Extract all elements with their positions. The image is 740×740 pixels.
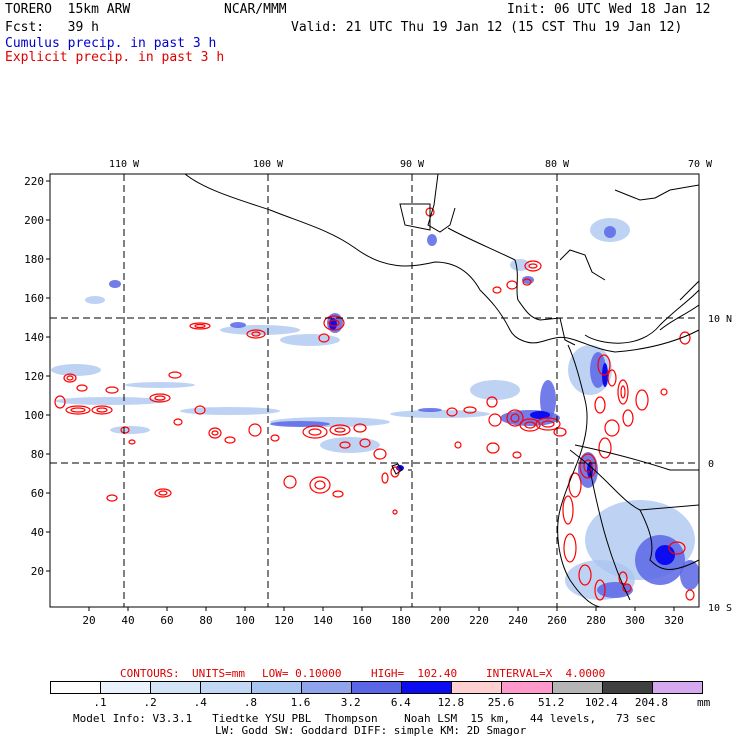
x-tick-label: 60	[160, 614, 173, 627]
colorbar-label: .1	[93, 696, 107, 709]
lon-label-80w: 80 W	[545, 159, 570, 170]
colorbar-label: 204.8	[634, 696, 668, 709]
y-tick-label: 120	[24, 370, 44, 383]
colorbar-swatch	[300, 681, 352, 694]
lon-label-70w: 70 W	[688, 159, 713, 170]
lat-label-0: 0	[708, 459, 714, 470]
y-tick-label: 220	[24, 175, 44, 188]
contour-label: CONTOURS:	[120, 667, 180, 680]
map-frame	[49, 173, 700, 608]
y-tick-label: 160	[24, 292, 44, 305]
contour-interval: INTERVAL=X 4.0000	[486, 667, 606, 680]
valid-time: Valid: 21 UTC Thu 19 Jan 12 (15 CST Thu …	[291, 20, 683, 35]
x-tick-label: 120	[274, 614, 294, 627]
x-tick-label: 320	[664, 614, 684, 627]
explicit-precip-contours	[54, 207, 695, 601]
colorbar-unit: mm	[697, 696, 711, 709]
colorbar-swatch	[551, 681, 603, 694]
x-tick-label: 80	[199, 614, 212, 627]
colorbar-label: 51.2	[537, 696, 565, 709]
y-tick-label: 180	[24, 253, 44, 266]
coastlines	[184, 174, 699, 607]
forecast-hour: Fcst: 39 h	[5, 20, 99, 35]
contour-high: HIGH= 102.40	[371, 667, 458, 680]
colorbar-swatch	[150, 681, 202, 694]
x-tick-label: 280	[586, 614, 606, 627]
lat-label-10s: 10 S	[708, 603, 732, 614]
lat-label-10n: 10 N	[708, 314, 732, 325]
graticule	[50, 174, 699, 607]
contour-low: LOW= 0.10000	[262, 667, 342, 680]
y-tick-label: 140	[24, 331, 44, 344]
colorbar-label: 102.4	[584, 696, 618, 709]
x-tick-label: 100	[235, 614, 255, 627]
colorbar-swatch	[250, 681, 302, 694]
colorbar-label: 12.8	[437, 696, 465, 709]
colorbar-swatch	[651, 681, 703, 694]
x-tick-label: 20	[82, 614, 95, 627]
x-tick-label: 40	[121, 614, 134, 627]
x-tick-label: 240	[508, 614, 528, 627]
center-label: NCAR/MMM	[224, 2, 287, 17]
x-tick-label: 140	[313, 614, 333, 627]
colorbar-swatch	[100, 681, 152, 694]
legend-cumulus: Cumulus precip. in past 3 h	[5, 36, 217, 51]
model-title: TORERO 15km ARW	[5, 2, 131, 17]
x-tick-label: 220	[469, 614, 489, 627]
colorbar-swatch	[350, 681, 403, 694]
colorbar-swatch	[601, 681, 653, 694]
lon-label-110w: 110 W	[109, 159, 140, 170]
colorbar-label: 25.6	[487, 696, 515, 709]
colorbar-label: .2	[143, 696, 157, 709]
lon-label-90w: 90 W	[400, 159, 425, 170]
x-tick-label: 300	[625, 614, 645, 627]
y-tick-label: 100	[24, 409, 44, 422]
legend-explicit: Explicit precip. in past 3 h	[5, 50, 225, 65]
axis-ticks	[46, 180, 675, 611]
x-tick-label: 260	[547, 614, 567, 627]
colorbar-swatch	[501, 681, 553, 694]
model-physics: LW: Godd SW: Goddard DIFF: simple KM: 2D…	[215, 724, 527, 737]
colorbar-label: .8	[243, 696, 258, 709]
cumulus-precip	[51, 218, 695, 600]
y-tick-label: 20	[31, 565, 44, 578]
colorbar-swatch	[401, 681, 453, 694]
y-tick-label: 80	[31, 448, 44, 461]
colorbar-label: 6.4	[390, 696, 411, 709]
x-tick-label: 180	[391, 614, 411, 627]
colorbar-swatch	[451, 681, 503, 694]
lon-label-100w: 100 W	[253, 159, 284, 170]
x-tick-label: 160	[352, 614, 372, 627]
colorbar-label: 1.6	[290, 696, 311, 709]
x-tick-label: 200	[430, 614, 450, 627]
y-tick-label: 60	[31, 487, 44, 500]
colorbar-swatch	[50, 681, 102, 694]
y-tick-label: 40	[31, 526, 44, 539]
colorbar-label: .4	[193, 696, 207, 709]
init-time: Init: 06 UTC Wed 18 Jan 12	[507, 2, 711, 17]
contour-units: UNITS=mm	[192, 667, 245, 680]
precip-layer	[51, 174, 699, 607]
colorbar-swatch	[200, 681, 252, 694]
y-tick-label: 200	[24, 214, 44, 227]
model-info: Model Info: V3.3.1 Tiedtke YSU PBL Thomp…	[73, 712, 656, 725]
colorbar-label: 3.2	[340, 696, 361, 709]
